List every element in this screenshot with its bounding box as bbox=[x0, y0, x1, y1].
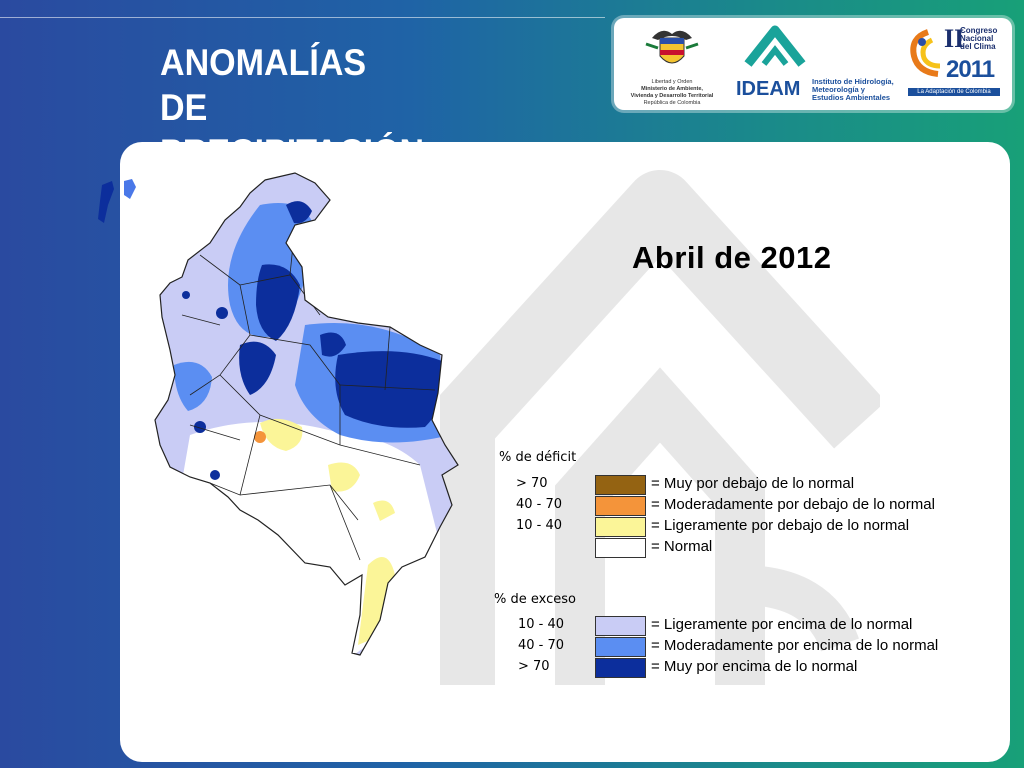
legend-label-deficit-1: = Moderadamente por debajo de lo normal bbox=[651, 496, 935, 513]
deficit-heading: % de déficit bbox=[499, 450, 577, 465]
congreso-year: 2011 bbox=[946, 56, 995, 83]
title-line-1: ANOMALÍAS DE bbox=[160, 42, 367, 128]
congreso-word-2: Nacional bbox=[960, 34, 994, 43]
country-outline bbox=[154, 172, 459, 656]
congreso-logo: II Congreso Nacional del Clima 2011 La A… bbox=[906, 24, 1006, 106]
ideam-watermark-icon bbox=[440, 170, 880, 685]
ideam-logo: IDEAM Instituto de Hidrología, Meteorolo… bbox=[732, 24, 902, 106]
legend-label-deficit-3: = Normal bbox=[651, 538, 713, 555]
legend-label-excess-0: = Ligeramente por encima de lo normal bbox=[651, 616, 913, 633]
legend-label-deficit-0: = Muy por debajo de lo normal bbox=[651, 475, 855, 492]
legend-range-excess-0: 10 - 40 bbox=[518, 617, 565, 632]
colombia-coat-of-arms-icon bbox=[645, 30, 699, 64]
excess-heading: % de exceso bbox=[494, 592, 576, 607]
congreso-word-1: Congreso bbox=[960, 26, 998, 35]
legend-range-deficit-2: 10 - 40 bbox=[516, 518, 563, 533]
ministry-country: República de Colombia bbox=[643, 100, 701, 106]
legend-swatch-excess-1 bbox=[595, 637, 646, 657]
legend-swatch-deficit-2 bbox=[595, 517, 646, 537]
providencia-island bbox=[124, 179, 136, 199]
legend-swatch-excess-2 bbox=[595, 658, 646, 678]
congreso-word-3: del Clima bbox=[960, 42, 996, 51]
map-date-label: Abril de 2012 bbox=[632, 240, 832, 275]
legend-range-excess-1: 40 - 70 bbox=[518, 638, 565, 653]
san-andres-island bbox=[98, 181, 114, 223]
header-rule bbox=[0, 17, 605, 18]
legend-swatch-excess-0 bbox=[595, 616, 646, 636]
congreso-tagline: La Adaptación de Colombia bbox=[908, 88, 1000, 96]
legend-swatch-deficit-0 bbox=[595, 475, 646, 495]
ideam-desc-2: Meteorología y bbox=[812, 85, 865, 94]
legend-swatch-deficit-1 bbox=[595, 496, 646, 516]
logos-bar: Libertad y Orden Ministerio de Ambiente,… bbox=[614, 18, 1012, 110]
colombia-anomaly-map bbox=[98, 172, 459, 656]
ideam-desc-1: Instituto de Hidrología, bbox=[812, 77, 894, 86]
legend-range-deficit-0: > 70 bbox=[516, 476, 548, 491]
legend-range-excess-2: > 70 bbox=[518, 659, 550, 674]
legend-swatch-deficit-3 bbox=[595, 538, 646, 558]
ministry-name-2: Vivienda y Desarrollo Territorial bbox=[630, 93, 714, 99]
ideam-icon bbox=[744, 25, 806, 67]
ideam-desc-3: Estudios Ambientales bbox=[812, 93, 891, 102]
legend-label-excess-1: = Moderadamente por encima de lo normal bbox=[651, 637, 939, 654]
legend-label-excess-2: = Muy por encima de lo normal bbox=[651, 658, 858, 675]
ministry-logo: Libertad y Orden Ministerio de Ambiente,… bbox=[622, 24, 722, 106]
legend-label-deficit-2: = Ligeramente por debajo de lo normal bbox=[651, 517, 910, 534]
congreso-roman: II bbox=[944, 24, 965, 53]
ministry-motto: Libertad y Orden bbox=[651, 79, 693, 85]
ministry-name-1: Ministerio de Ambiente, bbox=[641, 86, 703, 92]
congreso-swirl-icon bbox=[910, 29, 941, 77]
anomaly-fill bbox=[155, 173, 458, 655]
legend-range-deficit-1: 40 - 70 bbox=[516, 497, 563, 512]
ideam-name: IDEAM bbox=[736, 78, 801, 100]
